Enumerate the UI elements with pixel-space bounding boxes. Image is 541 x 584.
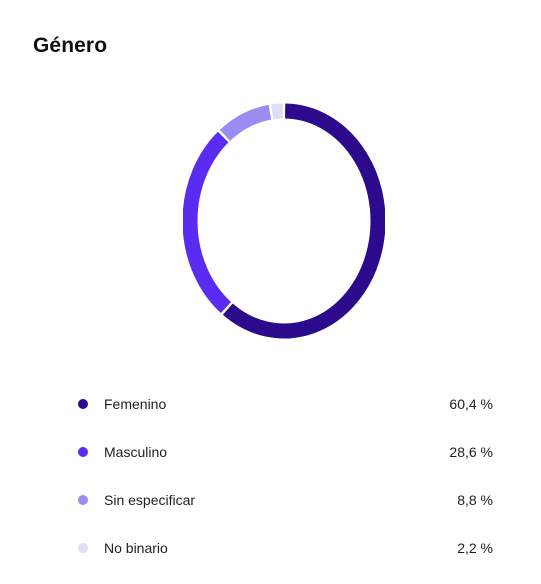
chart-title: Género bbox=[33, 34, 108, 57]
legend-label-femenino: Femenino bbox=[104, 396, 167, 412]
donut-segment-masculino bbox=[183, 131, 232, 314]
legend-item-sin-especificar: Sin especificar 8,8 % bbox=[78, 488, 493, 512]
legend-label-masculino: Masculino bbox=[104, 444, 168, 460]
donut-segment-no-binario bbox=[271, 103, 284, 120]
legend-value-masculino: 28,6 % bbox=[449, 444, 493, 460]
legend-item-no-binario: No binario 2,2 % bbox=[78, 536, 493, 560]
legend-label-no-binario: No binario bbox=[104, 540, 168, 556]
donut-segment-femenino bbox=[222, 103, 385, 339]
legend-item-femenino: Femenino 60,4 % bbox=[78, 392, 493, 416]
donut-svg bbox=[183, 103, 385, 339]
legend-value-sin-especificar: 8,8 % bbox=[457, 492, 493, 508]
legend-dot-masculino bbox=[78, 447, 88, 457]
legend-dot-sin-especificar bbox=[78, 495, 88, 505]
chart-legend: Femenino 60,4 % Masculino 28,6 % Sin especif… bbox=[78, 392, 493, 584]
legend-value-no-binario: 2,2 % bbox=[457, 540, 493, 556]
legend-label-sin-especificar: Sin especificar bbox=[104, 492, 196, 508]
donut-chart bbox=[183, 103, 385, 339]
legend-dot-no-binario bbox=[78, 543, 88, 553]
legend-item-masculino: Masculino 28,6 % bbox=[78, 440, 493, 464]
legend-value-femenino: 60,4 % bbox=[449, 396, 493, 412]
legend-dot-femenino bbox=[78, 399, 88, 409]
donut-segment-sin-especificar bbox=[219, 104, 272, 142]
